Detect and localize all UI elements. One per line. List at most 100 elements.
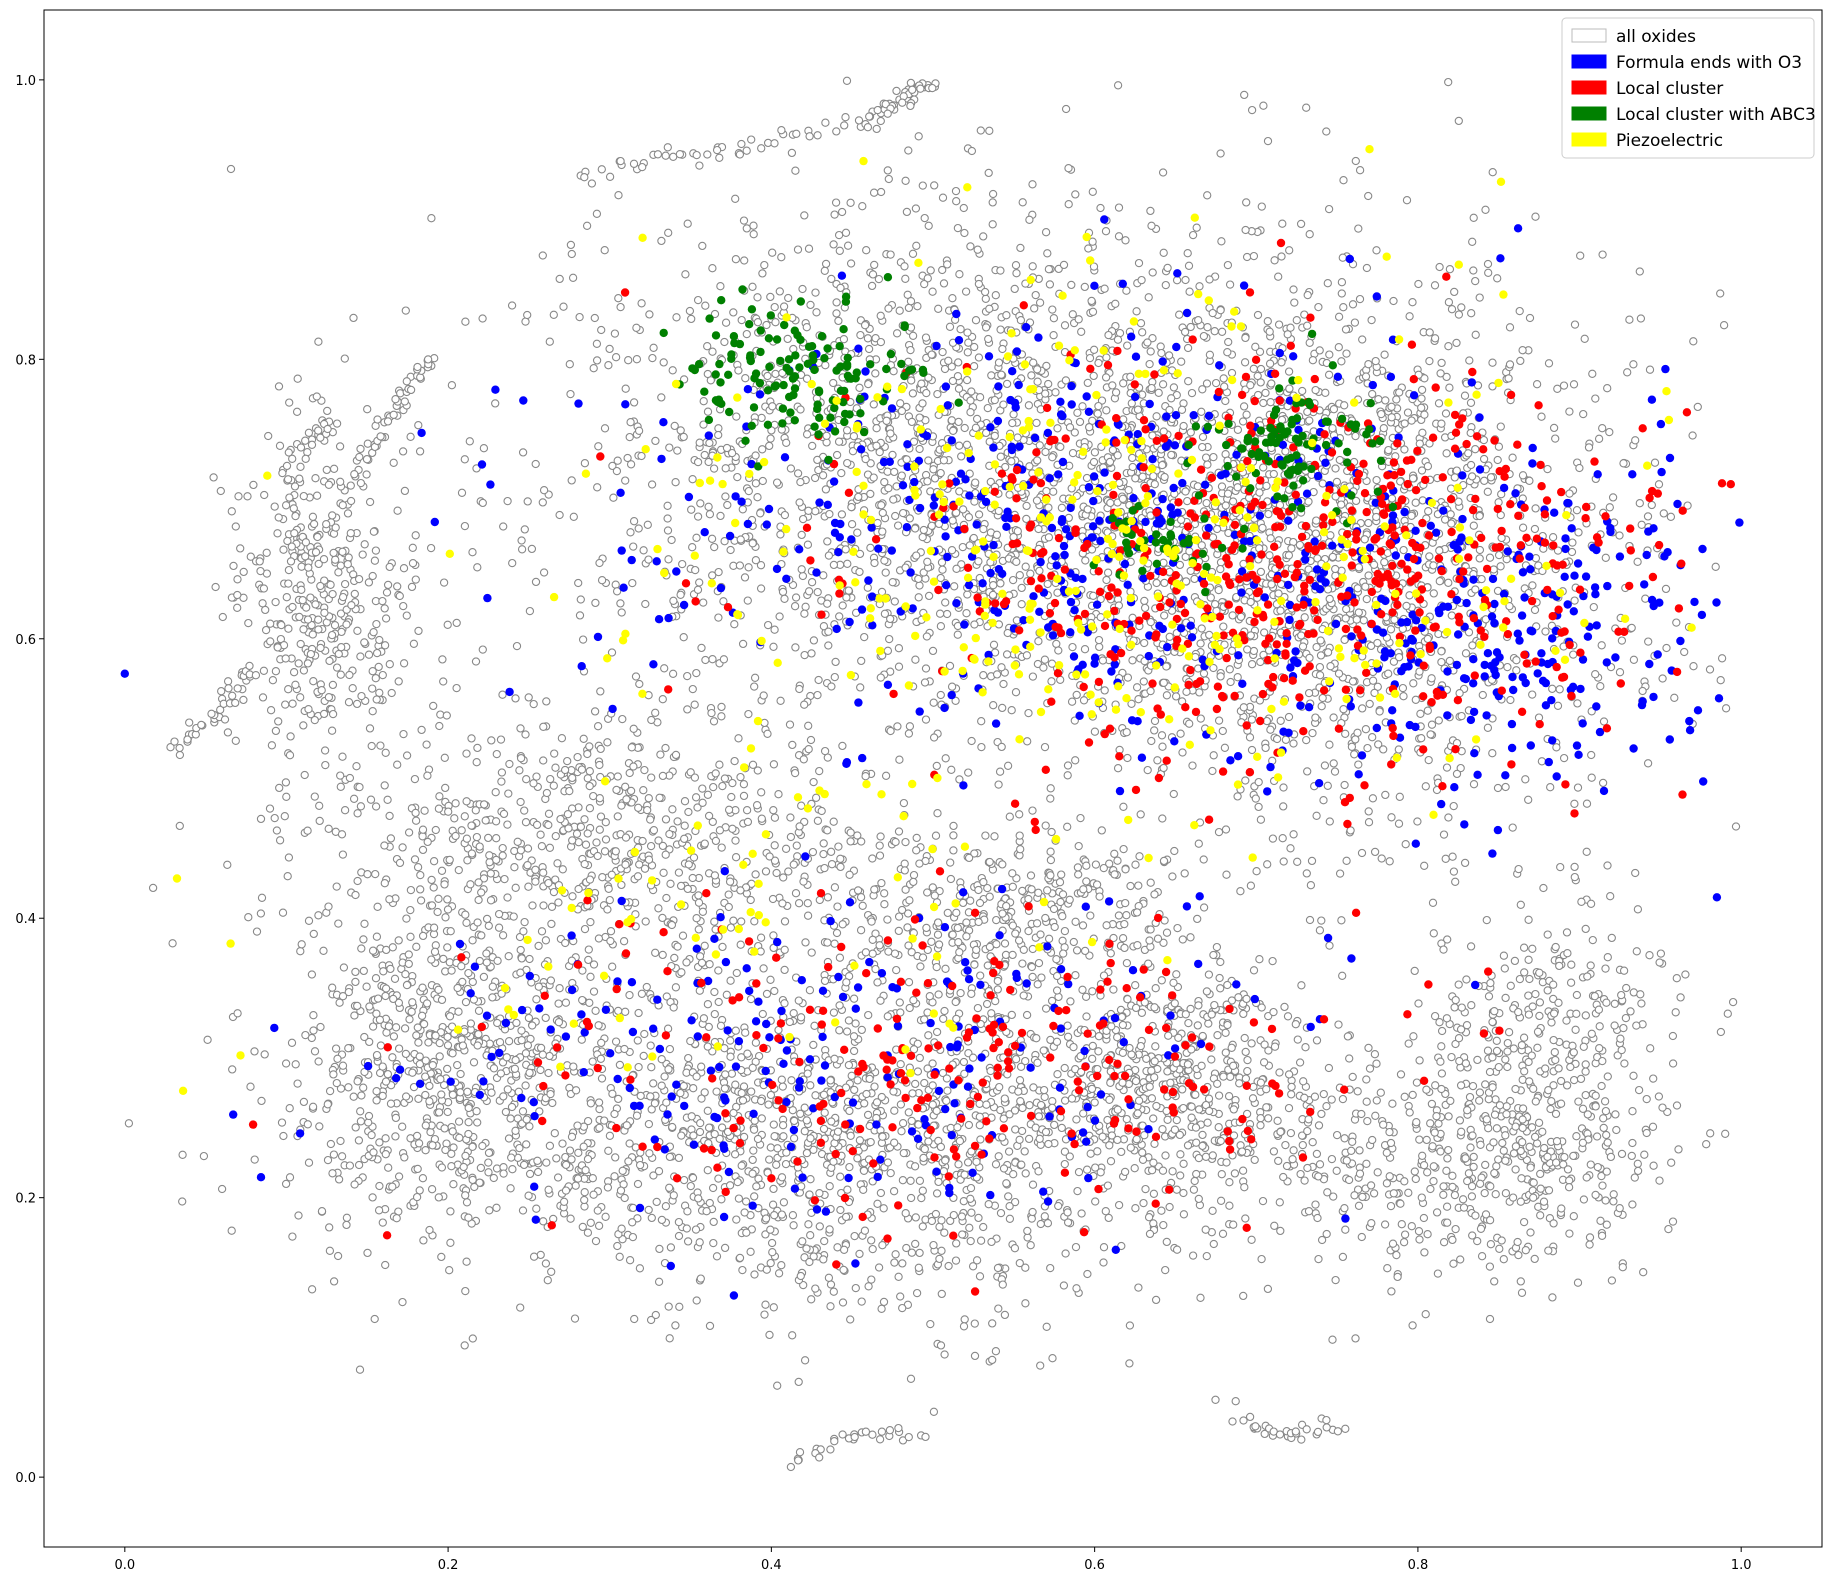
point-all-oxides	[803, 899, 812, 908]
point-all-oxides	[1364, 191, 1373, 201]
point-all-oxides	[758, 1009, 767, 1019]
point-all-oxides	[658, 841, 668, 851]
point-all-oxides	[955, 1136, 965, 1146]
point-all-oxides	[1041, 1004, 1051, 1013]
point-all-oxides	[1409, 1032, 1418, 1041]
point-all-oxides	[770, 841, 779, 850]
point-all-oxides	[1039, 1085, 1049, 1095]
point-all-oxides	[697, 643, 706, 653]
point-all-oxides	[267, 741, 277, 750]
point-all-oxides	[531, 865, 540, 874]
point-all-oxides	[1249, 966, 1259, 975]
point-all-oxides	[790, 602, 800, 611]
point-all-oxides	[1548, 533, 1558, 542]
point-all-oxides	[581, 840, 591, 849]
point-all-oxides	[991, 291, 1000, 300]
point-all-oxides	[529, 699, 538, 709]
point-all-oxides	[1389, 1189, 1398, 1198]
point-all-oxides	[1510, 956, 1520, 966]
point-all-oxides	[1450, 1190, 1460, 1200]
point-all-oxides	[1057, 870, 1066, 879]
point-all-oxides	[634, 1062, 643, 1072]
point-all-oxides	[536, 1065, 545, 1075]
point-all-oxides	[411, 531, 420, 540]
point-all-oxides	[454, 1007, 463, 1016]
point-all-oxides	[966, 1236, 975, 1246]
point-all-oxides	[1334, 312, 1344, 321]
point-all-oxides	[1380, 350, 1389, 359]
point-all-oxides	[359, 935, 368, 944]
point-all-oxides	[1119, 379, 1128, 388]
point-all-oxides	[647, 1063, 656, 1072]
point-all-oxides	[1256, 1121, 1265, 1130]
point-all-oxides	[569, 1062, 578, 1071]
point-all-oxides	[1557, 1204, 1566, 1213]
point-all-oxides	[532, 772, 541, 781]
point-all-oxides	[411, 575, 420, 584]
point-all-oxides	[1365, 699, 1374, 709]
point-all-oxides	[336, 1136, 345, 1146]
point-all-oxides	[385, 660, 394, 669]
point-all-oxides	[633, 1036, 642, 1045]
point-all-oxides	[504, 1134, 514, 1143]
point-all-oxides	[422, 999, 432, 1008]
point-all-oxides	[1556, 1099, 1566, 1108]
point-all-oxides	[1601, 964, 1610, 973]
point-all-oxides	[611, 1153, 620, 1162]
point-all-oxides	[543, 1276, 552, 1285]
point-all-oxides	[805, 1257, 814, 1267]
point-all-oxides	[798, 571, 808, 581]
point-all-oxides	[1417, 394, 1426, 403]
point-all-oxides	[1672, 974, 1681, 983]
point-all-oxides	[758, 476, 767, 486]
point-all-oxides	[699, 598, 708, 607]
point-all-oxides	[847, 502, 856, 512]
point-all-oxides	[393, 582, 402, 591]
point-all-oxides	[1589, 602, 1598, 612]
point-all-oxides	[580, 1195, 589, 1205]
point-all-oxides	[837, 510, 847, 519]
point-all-oxides	[880, 900, 889, 909]
point-all-oxides	[520, 806, 529, 815]
point-all-oxides	[904, 1108, 913, 1117]
point-all-oxides	[1131, 1076, 1141, 1086]
point-all-oxides	[1073, 1186, 1082, 1196]
point-all-oxides	[658, 695, 667, 704]
point-all-oxides	[1021, 1263, 1030, 1272]
point-all-oxides	[1650, 458, 1660, 467]
point-all-oxides	[339, 963, 349, 972]
point-all-oxides	[1089, 371, 1098, 381]
point-all-oxides	[763, 729, 772, 738]
point-all-oxides	[419, 1236, 428, 1245]
point-all-oxides	[1426, 730, 1435, 739]
point-all-oxides	[751, 556, 761, 565]
point-all-oxides	[1312, 811, 1321, 820]
point-all-oxides	[1005, 812, 1014, 821]
point-all-oxides	[720, 1243, 730, 1253]
point-all-oxides	[923, 477, 932, 486]
point-all-oxides	[1046, 847, 1055, 856]
point-all-oxides	[1040, 1092, 1049, 1102]
point-all-oxides	[1170, 846, 1179, 856]
point-all-oxides	[1448, 1171, 1457, 1180]
point-all-oxides	[987, 371, 996, 380]
point-all-oxides	[827, 860, 837, 869]
point-all-oxides	[806, 1231, 815, 1240]
point-all-oxides	[551, 831, 560, 841]
point-all-oxides	[1419, 1213, 1429, 1223]
point-all-oxides	[913, 302, 922, 311]
point-all-oxides	[484, 1148, 494, 1158]
point-all-oxides	[217, 1184, 227, 1194]
point-all-oxides	[1297, 981, 1306, 990]
point-all-oxides	[763, 371, 772, 381]
point-all-oxides	[1387, 1287, 1396, 1296]
point-all-oxides	[1327, 1095, 1336, 1104]
point-all-oxides	[407, 582, 417, 592]
point-all-oxides	[1667, 1158, 1676, 1167]
point-all-oxides	[1139, 1198, 1148, 1208]
point-all-oxides	[264, 431, 273, 441]
point-all-oxides	[375, 688, 384, 697]
point-all-oxides	[1371, 356, 1380, 366]
point-all-oxides	[1190, 1176, 1199, 1186]
